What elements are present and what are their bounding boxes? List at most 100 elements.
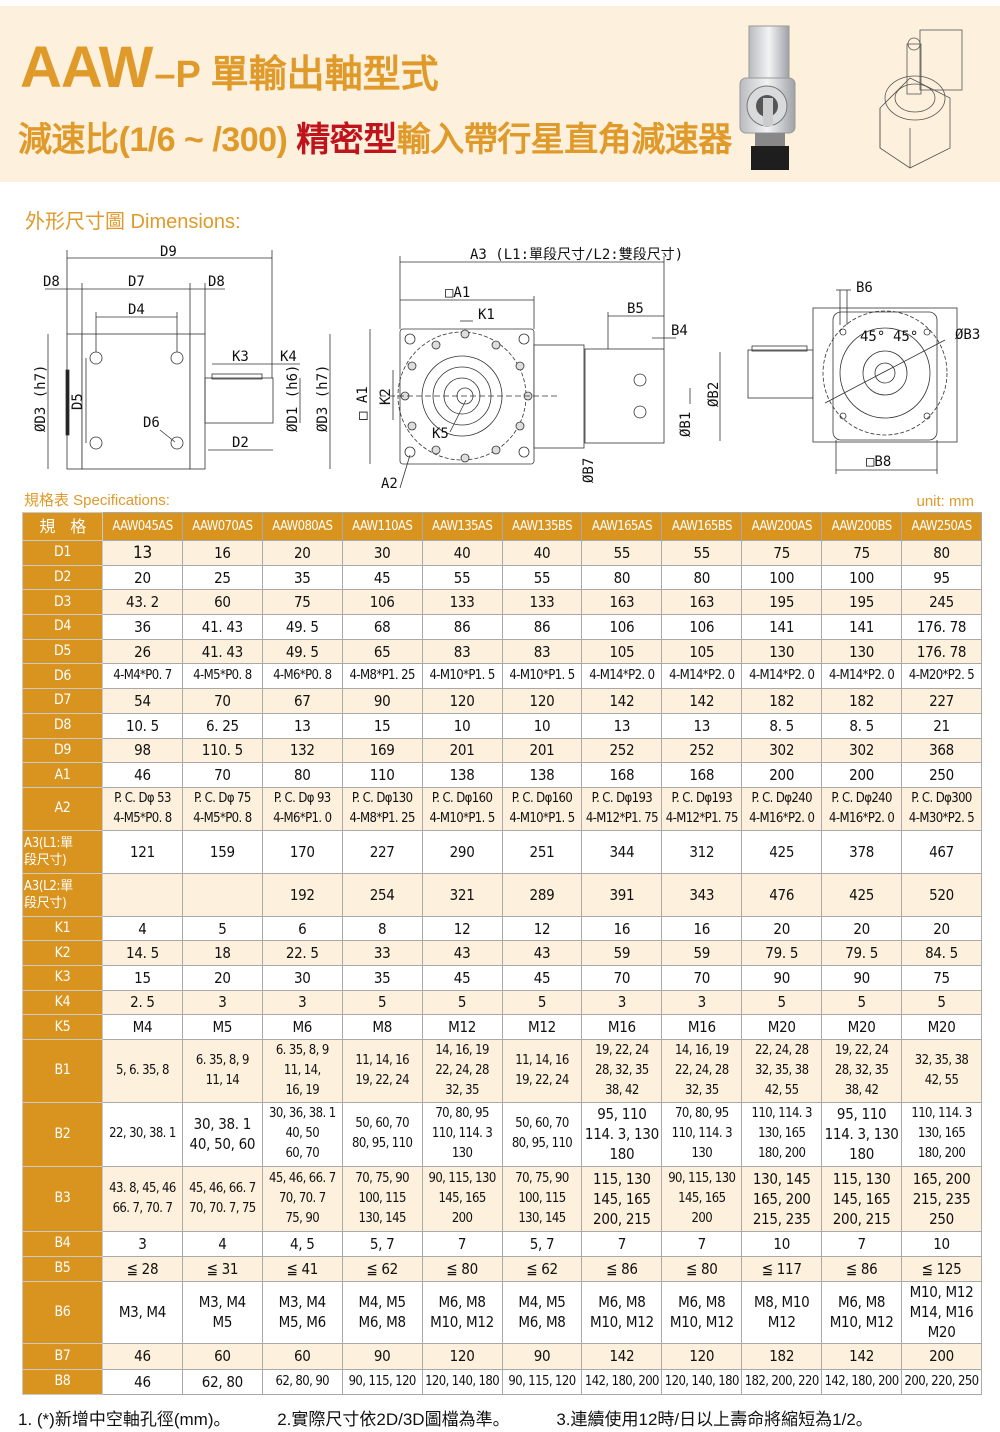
table-cell: M8, M10 M12 xyxy=(741,1280,823,1344)
model-name: AAW xyxy=(20,35,153,100)
label-d4: D4 xyxy=(128,302,145,318)
table-cell: 142, 180, 200 xyxy=(821,1368,903,1395)
table-cell: 250 xyxy=(901,762,982,788)
product-subtitle: 減速比(1/6 ~ /300) 精密型輸入帶行星直角減速器 xyxy=(18,112,732,161)
table-cell: 22, 30, 38. 1 xyxy=(102,1101,183,1167)
table-cell: 95, 110 114. 3, 130 180 xyxy=(581,1101,663,1167)
table-cell: 55 xyxy=(421,564,503,591)
table-cell: 252 xyxy=(581,737,663,764)
table-cell: 35 xyxy=(341,965,423,991)
table-cell: 163 xyxy=(581,589,663,616)
label-d1: ØD1 (h6) xyxy=(285,365,301,432)
table-cell: M12 xyxy=(501,1014,583,1040)
table-cell: 68 xyxy=(341,614,423,640)
subtitle-highlight: 精密型 xyxy=(296,121,397,159)
row-label: K1 xyxy=(22,915,103,942)
table-cell: 13 xyxy=(581,712,663,739)
table-cell: 4-M14*P2. 0 xyxy=(741,663,823,690)
table-cell: 133 xyxy=(421,589,503,616)
table-cell: 252 xyxy=(661,737,743,764)
table-cell: M3, M4 M5 xyxy=(181,1280,263,1344)
table-cell: 5 xyxy=(741,989,823,1016)
table-row: D5 26 41. 43 49. 5 65 83 83 105 105 130 130 176. 78 xyxy=(22,638,982,665)
table-cell: 67 xyxy=(261,688,343,714)
table-cell: 105 xyxy=(661,638,743,665)
table-cell: 5 xyxy=(181,915,263,942)
table-cell: 4-M14*P2. 0 xyxy=(661,663,743,690)
label-b6: B6 xyxy=(856,280,873,296)
table-cell: 170 xyxy=(261,829,343,874)
table-cell: 11, 14, 16 19, 22, 24 xyxy=(501,1038,583,1103)
specifications-heading: 規格表 Specifications: xyxy=(24,492,170,509)
corner-header: 規 格 xyxy=(22,512,103,541)
model-header: AAW135AS xyxy=(421,512,503,541)
table-cell: M4 xyxy=(102,1014,183,1040)
table-cell: 110 xyxy=(341,762,423,788)
table-cell: 33 xyxy=(341,940,423,967)
table-cell: M6, M8 M10, M12 xyxy=(821,1280,903,1344)
table-cell: 254 xyxy=(341,872,423,917)
table-cell: 46 xyxy=(102,1342,183,1370)
table-cell: ≦ 80 xyxy=(661,1255,743,1282)
table-cell: 227 xyxy=(341,829,423,874)
table-cell: 50, 60, 70 80, 95, 110 xyxy=(501,1101,583,1167)
table-cell: 4 xyxy=(181,1230,263,1257)
table-cell: P. C. Dφ 53 4-M5*P0. 8 xyxy=(102,786,183,831)
table-cell: 5 xyxy=(421,989,503,1016)
table-row: B3 43. 8, 45, 46 66. 7, 70. 7 45, 46, 66. … xyxy=(22,1165,982,1232)
label-d6: D6 xyxy=(143,415,160,431)
table-row: B4 3 4 4, 5 5, 7 7 5, 7 7 7 10 7 10 xyxy=(22,1230,982,1257)
table-cell: 10. 5 xyxy=(102,712,183,739)
table-cell: M20 xyxy=(741,1014,823,1040)
table-cell: 80 xyxy=(581,564,663,591)
table-cell: 14, 16, 19 22, 24, 28 32, 35 xyxy=(421,1038,503,1103)
table-cell: 251 xyxy=(501,829,583,874)
table-cell: 8. 5 xyxy=(821,712,903,739)
footnote-1: 1. (*)新增中空軸孔徑(mm)。 xyxy=(18,1410,231,1429)
table-cell: 5, 7 xyxy=(501,1230,583,1257)
table-cell: ≦ 117 xyxy=(741,1255,823,1282)
table-cell: M4, M5 M6, M8 xyxy=(501,1280,583,1344)
row-label: K3 xyxy=(22,965,103,991)
table-cell: 60 xyxy=(261,1342,343,1370)
table-cell: 90, 115, 130 145, 165 200 xyxy=(421,1165,503,1232)
table-cell: 132 xyxy=(261,737,343,764)
table-cell: 43 xyxy=(501,940,583,967)
table-cell: 83 xyxy=(501,638,583,665)
footnote-3: 3.連續使用12時/日以上壽命將縮短為1/2。 xyxy=(556,1410,873,1429)
table-cell: 130 xyxy=(741,638,823,665)
table-cell: 16 xyxy=(581,915,663,942)
table-cell: 3 xyxy=(581,989,663,1016)
table-cell: 25 xyxy=(181,564,263,591)
table-cell: 30 xyxy=(341,540,423,566)
table-row: D3 43. 2 60 75 106 133 133 163 163 195 195 245 xyxy=(22,589,982,616)
table-cell: 70 xyxy=(181,688,263,714)
table-cell: 5, 7 xyxy=(341,1230,423,1257)
table-row: B2 22, 30, 38. 1 30, 38. 1 40, 50, 60 30, 3… xyxy=(22,1101,982,1167)
table-cell: 45 xyxy=(501,965,583,991)
table-cell: 59 xyxy=(661,940,743,967)
table-row: K5 M4 M5 M6 M8 M12 M12 M16 M16 M20 M20 M20 xyxy=(22,1014,982,1040)
table-cell: 7 xyxy=(581,1230,663,1257)
table-cell: 70, 75, 90 100, 115 130, 145 xyxy=(341,1165,423,1232)
table-cell: 6. 35, 8, 9 11, 14 xyxy=(181,1038,263,1103)
row-label: D9 xyxy=(22,737,103,764)
table-cell: 70 xyxy=(181,762,263,788)
table-cell: M3, M4 xyxy=(102,1280,183,1344)
table-cell: 49. 5 xyxy=(261,638,343,665)
table-cell: 201 xyxy=(421,737,503,764)
table-cell: 75 xyxy=(821,540,903,566)
table-cell: 70, 75, 90 100, 115 130, 145 xyxy=(501,1165,583,1232)
label-d3-left: ØD3 (h7) xyxy=(33,365,49,432)
label-a3: A3 (L1:單段尺寸/L2:雙段尺寸) xyxy=(470,247,683,263)
header-banner xyxy=(0,6,1000,182)
table-cell: 289 xyxy=(501,872,583,917)
table-cell: 130, 145 165, 200 215, 235 xyxy=(741,1165,823,1232)
row-label: D2 xyxy=(22,564,103,591)
table-cell: 142 xyxy=(581,1342,663,1370)
table-row: B5 ≦ 28 ≦ 31 ≦ 41 ≦ 62 ≦ 80 ≦ 62 ≦ 86 ≦ 80 ≦ 117 ≦… xyxy=(22,1255,982,1282)
row-label: B8 xyxy=(22,1368,103,1395)
table-cell: 45, 46, 66. 7 70, 70. 7 75, 90 xyxy=(261,1165,343,1232)
label-d9: D9 xyxy=(160,244,177,260)
table-cell: 100 xyxy=(821,564,903,591)
